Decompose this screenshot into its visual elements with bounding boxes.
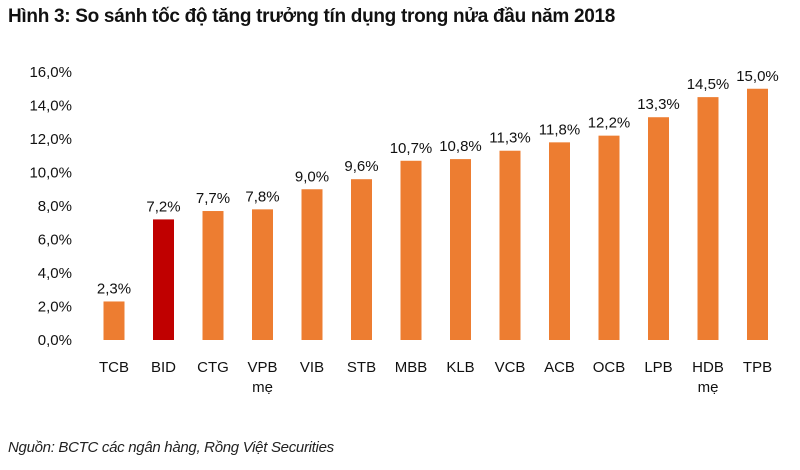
data-label: 7,7%: [196, 190, 230, 207]
bar-tpb: [747, 88, 768, 340]
bar-lpb: [648, 117, 669, 340]
bar-mbb: [400, 160, 422, 340]
x-tick-label: VCB: [495, 359, 526, 376]
bar-vib: [301, 189, 323, 340]
bar-ocb: [598, 135, 620, 340]
x-tick-label: TPB: [743, 359, 772, 376]
y-tick-label: 8,0%: [38, 198, 72, 215]
bar-ctg: [202, 211, 224, 340]
bar-hdb-mẹ: [697, 97, 719, 340]
bar-bid: [153, 219, 174, 340]
x-tick-label: MBB: [395, 359, 428, 376]
x-tick-label: LPB: [644, 359, 672, 376]
data-label: 13,3%: [637, 96, 680, 113]
x-tick-label: KLB: [446, 359, 474, 376]
data-label: 11,8%: [539, 121, 580, 138]
y-tick-label: 2,0%: [38, 299, 72, 316]
y-tick-label: 6,0%: [38, 232, 72, 249]
data-label: 14,5%: [687, 76, 730, 93]
data-label: 15,0%: [736, 68, 779, 85]
bar-klb: [450, 159, 471, 340]
data-label: 2,3%: [97, 280, 131, 297]
x-tick-label: STB: [347, 359, 376, 376]
bar-tcb: [103, 301, 125, 340]
data-label: 9,6%: [344, 158, 378, 175]
x-tick-label: VIB: [300, 359, 324, 376]
data-label: 7,2%: [146, 198, 180, 215]
y-tick-label: 4,0%: [38, 265, 72, 282]
data-label: 12,2%: [588, 115, 631, 132]
x-tick-label: VPB mẹ: [247, 359, 277, 396]
chart-title: Hình 3: So sánh tốc độ tăng trưởng tín d…: [8, 6, 616, 27]
bar-vpb-mẹ: [252, 209, 273, 340]
bar-stb: [351, 179, 372, 340]
data-label: 10,8%: [439, 138, 482, 155]
data-label: 11,3%: [489, 130, 530, 147]
bar-vcb: [499, 150, 521, 340]
x-tick-label: ACB: [544, 359, 575, 376]
y-tick-label: 12,0%: [29, 131, 72, 148]
x-tick-label: BID: [151, 359, 176, 376]
chart-source: Nguồn: BCTC các ngân hàng, Rồng Việt Sec…: [8, 439, 334, 456]
y-tick-label: 10,0%: [29, 165, 72, 182]
x-tick-label: CTG: [197, 359, 229, 376]
data-label: 7,8%: [245, 188, 279, 205]
x-tick-label: OCB: [593, 359, 626, 376]
y-tick-label: 16,0%: [29, 64, 72, 81]
bar-acb: [549, 142, 570, 340]
data-label: 10,7%: [390, 140, 433, 157]
x-tick-label: HDB mẹ: [692, 359, 724, 396]
x-tick-label: TCB: [99, 359, 129, 376]
y-tick-label: 14,0%: [29, 98, 72, 115]
y-tick-label: 0,0%: [38, 332, 72, 349]
data-label: 9,0%: [295, 168, 329, 185]
